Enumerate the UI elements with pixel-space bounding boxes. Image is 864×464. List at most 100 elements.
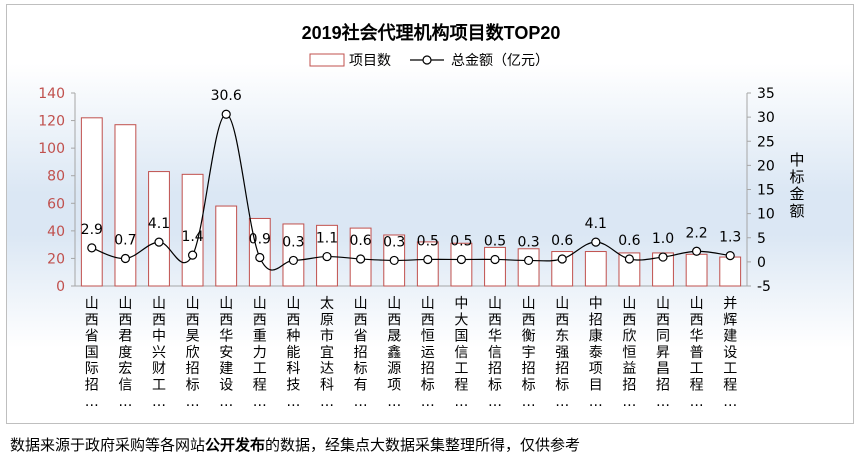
category-label: 山西东强招标…	[555, 296, 569, 410]
category-label: 山西恒运招标…	[421, 296, 435, 410]
right-axis-label-char: 中	[789, 151, 804, 169]
footer-bold: 公开发布	[205, 436, 266, 454]
bar	[484, 246, 506, 287]
right-axis-label-char: 标	[789, 168, 804, 186]
line-point	[624, 254, 635, 264]
bar	[248, 217, 271, 287]
line-point	[154, 237, 164, 247]
data-label: 1.1	[316, 231, 338, 247]
data-label: 0.7	[114, 232, 136, 248]
category-label: 山西晟鑫源项…	[387, 296, 401, 410]
chart-title: 2019社会代理机构项目数TOP20	[302, 22, 561, 43]
bar	[181, 173, 204, 287]
data-label: 0.6	[551, 233, 573, 249]
left-tick-label: 60	[47, 196, 65, 212]
bar	[80, 117, 103, 287]
bar	[685, 253, 708, 287]
bar	[517, 248, 540, 287]
chart-frame: 2019社会代理机构项目数TOP20 项目数 总金额（亿元） 0 20 40 60 80…	[6, 4, 854, 424]
right-tick-label: -5	[757, 279, 771, 295]
data-label: 1.3	[719, 230, 741, 246]
line-point	[725, 251, 735, 261]
right-tick-label: 20	[757, 158, 775, 174]
right-axis-label-char: 额	[789, 202, 804, 220]
right-tick-label: 5	[757, 231, 766, 247]
data-label: 0.5	[484, 233, 506, 249]
category-label: 山西华普工程…	[690, 296, 704, 410]
bar	[282, 223, 305, 287]
data-label: 1.4	[181, 229, 203, 245]
data-label: 4.1	[585, 216, 607, 232]
category-label: 山西重力工程…	[253, 296, 267, 410]
line-point	[691, 246, 702, 256]
right-tick-label: 0	[757, 255, 766, 271]
line-point	[456, 254, 466, 265]
data-label: 2.2	[685, 225, 707, 241]
legend-line-label: 总金额（亿元）	[451, 53, 549, 69]
right-tick-label: 15	[757, 183, 775, 199]
chart-svg: 2019社会代理机构项目数TOP20 项目数 总金额（亿元） 0 20 40 60 80…	[38, 22, 804, 410]
line-point	[221, 109, 231, 119]
bar	[618, 252, 641, 287]
category-label: 山西华安建设…	[219, 296, 233, 410]
line-point	[490, 254, 500, 265]
category-label: 山西种能科技…	[286, 296, 300, 410]
category-label: 中大国信工程…	[454, 296, 468, 410]
data-label: 0.6	[618, 233, 640, 249]
data-label: 0.3	[517, 234, 539, 250]
left-tick-label: 120	[38, 114, 65, 130]
category-label: 山西欣恒益招…	[622, 296, 636, 410]
bar	[114, 124, 137, 287]
line-point	[255, 252, 265, 263]
line-point	[356, 254, 366, 264]
data-label: 0.6	[349, 233, 371, 249]
line-point	[87, 243, 97, 253]
right-tick-label: 35	[757, 86, 775, 102]
right-tick-label: 10	[757, 207, 775, 223]
line-point	[389, 255, 399, 266]
data-label: 30.6	[211, 88, 242, 104]
category-label: 山西昊欣招标…	[186, 296, 200, 410]
line-point	[120, 253, 131, 264]
category-label: 中招康泰项目…	[589, 296, 603, 410]
footer-prefix: 数据来源于政府采购等各网站	[10, 436, 206, 454]
line-point	[188, 250, 198, 260]
data-label: 0.5	[417, 233, 439, 249]
footer-suffix: 的数据，经集点大数据采集整理所得，仅供参考	[265, 436, 581, 454]
data-label: 0.5	[450, 233, 472, 249]
left-tick-label: 40	[47, 224, 65, 240]
legend: 项目数 总金额（亿元）	[309, 53, 549, 69]
category-label: 山西中兴财工…	[152, 296, 166, 410]
category-label: 太原市宜达科…	[320, 296, 334, 410]
bar	[148, 171, 170, 287]
left-tick-label: 80	[47, 169, 65, 185]
left-tick-label: 0	[56, 279, 65, 295]
data-label: 0.3	[383, 234, 405, 250]
line-point	[288, 255, 298, 266]
data-label: 0.3	[282, 234, 304, 250]
right-tick-label: 30	[757, 110, 775, 126]
legend-line-marker	[422, 55, 432, 65]
left-tick-label: 100	[38, 141, 65, 157]
bar	[215, 205, 238, 287]
legend-bar-label: 项目数	[349, 53, 391, 69]
data-label: 2.9	[81, 222, 103, 238]
category-label: 并辉建设工程…	[723, 296, 737, 410]
data-label: 0.9	[249, 232, 271, 248]
category-label: 山西同昇昌招…	[656, 296, 670, 410]
line-point	[423, 254, 433, 265]
legend-bar-swatch	[309, 53, 345, 67]
footer-note: 数据来源于政府采购等各网站公开发布的数据，经集点大数据采集整理所得，仅供参考	[10, 434, 854, 455]
category-label: 山西衡宇招标…	[522, 296, 536, 410]
line-point	[523, 255, 534, 266]
right-tick-label: 25	[757, 134, 775, 150]
bar	[450, 242, 473, 287]
category-label: 山西华信招标…	[488, 296, 502, 410]
line-point	[658, 252, 668, 262]
line-point	[557, 254, 567, 264]
category-label: 山西省招标有…	[354, 296, 368, 410]
right-axis-label-char: 金	[789, 185, 804, 203]
data-label: 4.1	[148, 216, 170, 232]
left-tick-label: 140	[38, 86, 65, 102]
